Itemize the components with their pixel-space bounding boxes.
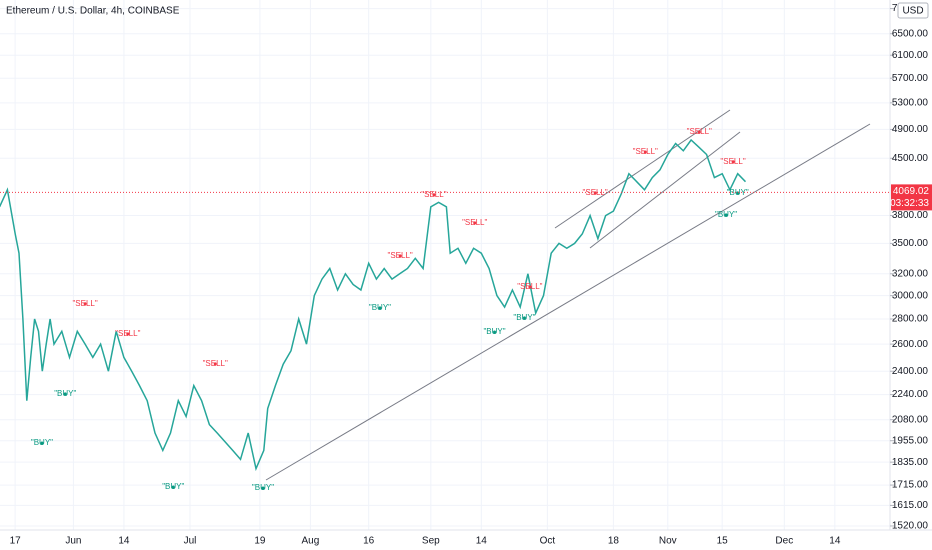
signal-label: "SELL": [583, 188, 608, 197]
signal-marker: [731, 160, 735, 164]
y-tick-label: 6100.00: [892, 50, 929, 61]
y-tick-label: 4500.00: [892, 153, 929, 164]
y-tick-label: 2080.00: [892, 414, 929, 425]
y-tick-label: 5300.00: [892, 97, 929, 108]
x-tick-label: Nov: [659, 536, 677, 547]
currency[interactable]: USD: [902, 6, 923, 17]
signal-marker: [473, 221, 477, 225]
signal-marker: [432, 193, 436, 197]
signal-label: "BUY": [31, 438, 53, 447]
signal-marker: [522, 316, 526, 320]
signal-label: "SELL": [517, 282, 542, 291]
signal-label: "SELL": [72, 299, 97, 308]
signal-label: "BUY": [513, 313, 535, 322]
signal-marker: [697, 130, 701, 134]
y-tick-label: 1520.00: [892, 521, 929, 532]
signal-marker: [126, 332, 130, 336]
signal-label: "BUY": [369, 303, 391, 312]
y-tick-label: 3800.00: [892, 210, 929, 221]
y-tick-label: 5700.00: [892, 73, 929, 84]
x-tick-label: 18: [608, 536, 620, 547]
last-price-tag: [891, 184, 932, 211]
signal-marker: [40, 441, 44, 445]
signal-label: "SELL": [687, 127, 712, 136]
x-tick-label: 14: [476, 536, 488, 547]
x-tick-label: 14: [118, 536, 130, 547]
signal-label: "BUY": [54, 389, 76, 398]
y-tick-label: 1835.00: [892, 457, 929, 468]
signal-marker: [63, 392, 67, 396]
x-tick-label: 14: [829, 536, 841, 547]
y-tick-label: 2240.00: [892, 389, 929, 400]
signal-label: "SELL": [462, 218, 487, 227]
y-tick-label: 1615.00: [892, 500, 929, 511]
y-tick-label: 6500.00: [892, 28, 929, 39]
y-tick-label: 3200.00: [892, 268, 929, 279]
signal-label: "BUY": [162, 482, 184, 491]
y-tick-label: 1955.00: [892, 435, 929, 446]
x-tick-label: 19: [254, 536, 266, 547]
signal-label: "BUY": [252, 483, 274, 492]
signal-label: "SELL": [421, 190, 446, 199]
chart-title: Ethereum / U.S. Dollar, 4h, COINBASE: [6, 6, 180, 17]
signal-label: "BUY": [483, 327, 505, 336]
signal-label: "SELL": [115, 329, 140, 338]
signal-label: "SELL": [720, 157, 745, 166]
x-tick-label: Oct: [540, 536, 556, 547]
grid: [0, 0, 890, 530]
signal-marker: [724, 213, 728, 217]
x-tick-label: 17: [10, 536, 22, 547]
x-tick-label: 15: [717, 536, 729, 547]
x-tick-label: 16: [363, 536, 375, 547]
trend-line: [265, 123, 871, 481]
currency-box[interactable]: [897, 2, 929, 19]
y-tick-label: 2400.00: [892, 366, 929, 377]
signal-marker: [378, 306, 382, 310]
x-tick-label: Jul: [184, 536, 197, 547]
x-tick-label: Sep: [422, 536, 440, 547]
last-price-label: 4069.02: [893, 186, 930, 197]
signal-marker: [83, 302, 87, 306]
signal-marker: [171, 485, 175, 489]
countdown-label: 03:32:33: [890, 198, 929, 209]
signal-marker: [398, 254, 402, 258]
signal-label: "SELL": [633, 147, 658, 156]
signal-marker: [643, 150, 647, 154]
plot: "BUY" "BUY" "SELL" "SELL" "BUY" "SELL" "BUY" "B…: [0, 127, 890, 492]
signal-marker: [493, 330, 497, 334]
signal-label: "SELL": [388, 251, 413, 260]
x-tick-label: Dec: [775, 536, 793, 547]
y-tick-label: 2600.00: [892, 339, 929, 350]
signal-label: "BUY": [715, 210, 737, 219]
y-tick-label: 1715.00: [892, 480, 929, 491]
y-tick-label: 3000.00: [892, 290, 929, 301]
price-line: [0, 138, 747, 472]
y-tick-label: 4900.00: [892, 124, 929, 135]
signal-marker: [213, 362, 217, 366]
signal-marker: [261, 486, 265, 490]
signal-label: "BUY": [727, 188, 749, 197]
signal-label: "SELL": [203, 359, 228, 368]
trend-line: [589, 131, 741, 249]
y-tick-label: 2800.00: [892, 314, 929, 325]
y-tick-label: 3500.00: [892, 238, 929, 249]
signal-marker: [528, 285, 532, 289]
x-tick-label: Aug: [301, 536, 319, 547]
trend-line: [554, 109, 731, 229]
x-tick-label: Jun: [65, 536, 81, 547]
